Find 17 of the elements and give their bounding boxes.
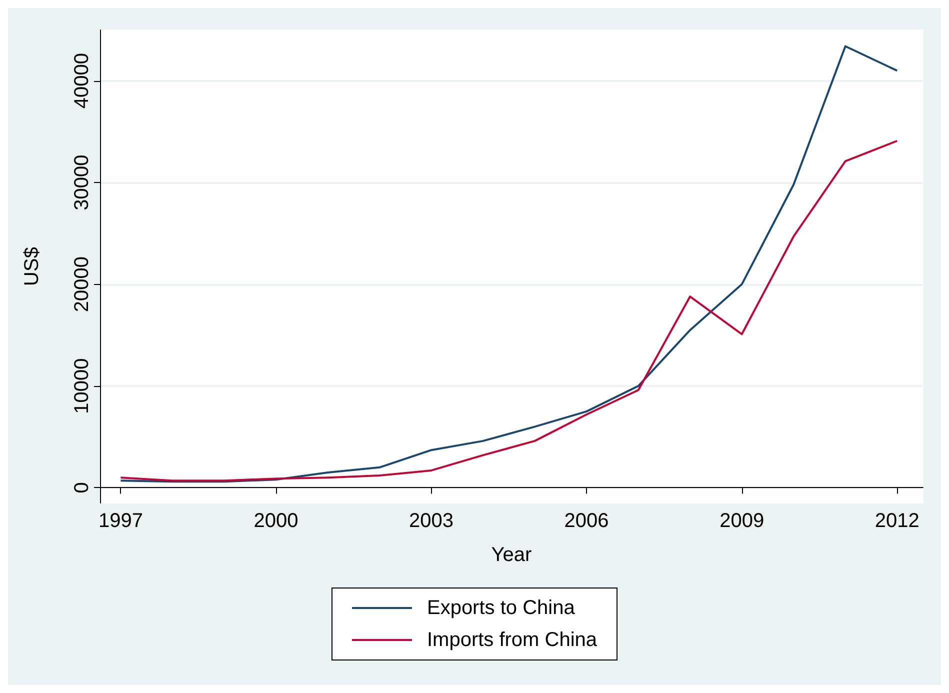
legend-label: Exports to China: [426, 597, 576, 619]
line-series: [120, 140, 898, 482]
y-tick-label: 0: [71, 482, 93, 494]
line-series: [120, 45, 898, 483]
x-tick-label: 2009: [720, 510, 764, 532]
y-tick-label: 40000: [71, 53, 93, 109]
x-tick-label: 2012: [874, 510, 920, 532]
y-axis-title: US$: [21, 247, 43, 286]
y-tick-label: 20000: [71, 256, 93, 312]
x-tick-label: 1997: [98, 510, 143, 532]
x-axis-title: Year: [491, 544, 532, 566]
y-tick-label: 10000: [71, 358, 93, 414]
y-tick-label: 30000: [71, 154, 93, 210]
x-tick-label: 2006: [564, 510, 609, 532]
x-tick-label: 2003: [409, 510, 454, 532]
legend-label: Imports from China: [426, 629, 598, 651]
x-tick-label: 2000: [254, 510, 298, 532]
